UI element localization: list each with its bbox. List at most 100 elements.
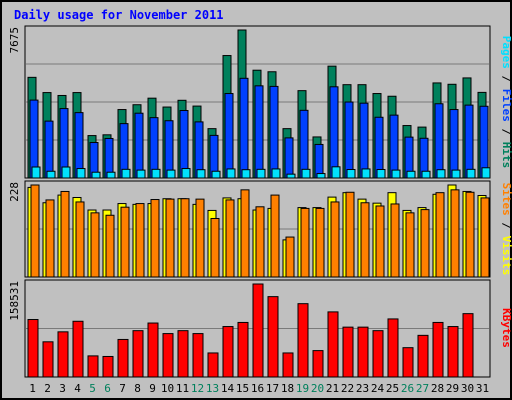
bar-kbytes-day-9	[147, 322, 159, 378]
bar-sites-day-12	[195, 198, 205, 278]
bar-sites-day-13	[210, 217, 220, 278]
bar-pages-day-19	[301, 168, 311, 179]
bar-pages-day-25	[391, 169, 401, 179]
bar-pages-day-27	[421, 170, 431, 179]
bar-pages-day-29	[451, 169, 461, 179]
day-label-11: 11	[176, 382, 189, 395]
bar-files-day-17	[269, 85, 279, 179]
legend-part-1-2: /	[500, 69, 512, 89]
bar-files-day-28	[434, 103, 444, 179]
day-label-30: 30	[461, 382, 474, 395]
bar-kbytes-day-16	[252, 283, 264, 378]
bar-pages-day-24	[376, 169, 386, 179]
day-label-5: 5	[89, 382, 96, 395]
bar-kbytes-day-15	[237, 321, 249, 378]
bar-files-day-19	[299, 109, 309, 179]
day-label-9: 9	[149, 382, 156, 395]
bar-files-day-21	[329, 86, 339, 179]
day-label-19: 19	[296, 382, 309, 395]
bar-kbytes-day-29	[447, 326, 459, 378]
day-label-26: 26	[401, 382, 414, 395]
bar-pages-day-23	[361, 168, 371, 179]
bar-files-day-8	[134, 112, 144, 179]
bar-files-day-11	[179, 110, 189, 179]
day-label-2: 2	[44, 382, 51, 395]
bar-sites-day-15	[240, 189, 250, 278]
legend-part-1-3: Files	[500, 89, 512, 122]
bar-kbytes-day-5	[87, 355, 99, 378]
bar-sites-day-11	[180, 198, 190, 278]
bar-files-day-25	[389, 114, 399, 179]
bar-pages-day-11	[181, 168, 191, 179]
bar-sites-day-30	[465, 191, 475, 278]
bar-sites-day-10	[165, 198, 175, 278]
bar-sites-day-19	[300, 207, 310, 278]
bar-kbytes-day-23	[357, 326, 369, 378]
bar-sites-day-16	[255, 206, 265, 278]
bar-sites-day-17	[270, 194, 280, 278]
bar-pages-day-13	[211, 170, 221, 179]
bar-pages-day-31	[481, 167, 491, 179]
bar-pages-day-28	[436, 169, 446, 179]
day-label-15: 15	[236, 382, 249, 395]
bar-files-day-23	[359, 102, 369, 179]
legend-part-1-5: Hits	[500, 142, 512, 169]
bar-sites-day-8	[135, 203, 145, 278]
bar-pages-day-1	[31, 166, 41, 179]
day-label-31: 31	[476, 382, 489, 395]
panel-1-ymax-label: 7675	[8, 27, 21, 54]
day-label-13: 13	[206, 382, 219, 395]
bar-sites-day-20	[315, 207, 325, 278]
bar-kbytes-day-8	[132, 330, 144, 378]
day-label-1: 1	[29, 382, 36, 395]
bar-sites-day-14	[225, 199, 235, 278]
bar-pages-day-14	[226, 168, 236, 179]
bar-kbytes-day-24	[372, 330, 384, 378]
day-label-20: 20	[311, 382, 324, 395]
bar-sites-day-22	[345, 191, 355, 278]
bar-sites-day-31	[480, 197, 490, 278]
bar-files-day-10	[164, 120, 174, 179]
day-label-24: 24	[371, 382, 385, 395]
day-label-12: 12	[191, 382, 204, 395]
bar-kbytes-day-25	[387, 318, 399, 378]
bar-sites-day-24	[375, 205, 385, 278]
bar-files-day-30	[464, 104, 474, 179]
day-label-18: 18	[281, 382, 294, 395]
bar-pages-day-8	[136, 169, 146, 179]
bar-pages-day-15	[241, 169, 251, 179]
bar-kbytes-day-2	[42, 341, 54, 378]
day-label-16: 16	[251, 382, 264, 395]
bar-kbytes-day-22	[342, 326, 354, 378]
bar-sites-day-2	[45, 199, 55, 278]
day-label-10: 10	[161, 382, 174, 395]
legend-part-2-3: Visits	[500, 236, 512, 276]
legend-part-1-1: Pages	[500, 36, 512, 69]
legend-part-3-1: KBytes	[500, 308, 512, 348]
bar-pages-day-12	[196, 169, 206, 179]
day-label-14: 14	[221, 382, 235, 395]
day-label-21: 21	[326, 382, 339, 395]
bar-sites-day-23	[360, 202, 370, 278]
day-label-7: 7	[119, 382, 126, 395]
day-label-3: 3	[59, 382, 66, 395]
bar-files-day-31	[479, 105, 489, 179]
bar-pages-day-20	[316, 173, 326, 179]
bar-files-day-2	[44, 120, 54, 179]
bar-pages-day-17	[271, 168, 281, 179]
bar-files-day-29	[449, 109, 459, 179]
day-label-8: 8	[134, 382, 141, 395]
panel-1-legend: Pages / Files / Hits	[500, 36, 512, 169]
day-label-4: 4	[74, 382, 81, 395]
bar-pages-day-4	[76, 168, 86, 179]
bar-pages-day-26	[406, 170, 416, 179]
panel-3-ymax-label: 158531	[8, 281, 21, 321]
bar-kbytes-day-20	[312, 350, 324, 378]
bar-sites-day-28	[435, 192, 445, 278]
bar-files-day-20	[314, 143, 324, 179]
day-label-27: 27	[416, 382, 429, 395]
bar-files-day-1	[29, 99, 39, 179]
bar-pages-day-6	[106, 171, 116, 179]
day-label-17: 17	[266, 382, 279, 395]
bar-kbytes-day-14	[222, 326, 234, 378]
